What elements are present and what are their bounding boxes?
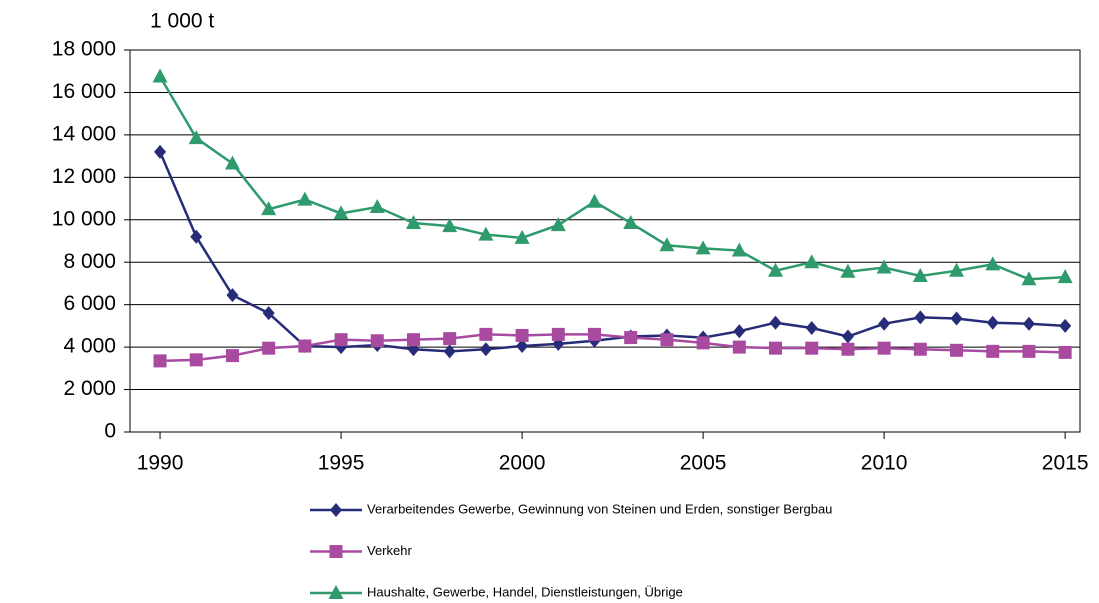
x-tick-label: 2005 bbox=[680, 452, 727, 475]
y-tick-label: 12 000 bbox=[52, 165, 116, 188]
marker bbox=[224, 155, 240, 170]
x-tick-label: 1990 bbox=[137, 452, 184, 475]
y-tick-label: 2 000 bbox=[63, 377, 116, 400]
marker bbox=[695, 240, 711, 255]
marker bbox=[226, 288, 239, 303]
marker bbox=[914, 310, 927, 325]
marker bbox=[189, 353, 203, 367]
marker bbox=[514, 229, 530, 244]
marker bbox=[1022, 316, 1035, 331]
legend-marker bbox=[329, 545, 343, 558]
y-tick-label: 8 000 bbox=[63, 250, 116, 273]
marker bbox=[405, 214, 421, 229]
marker bbox=[153, 354, 167, 368]
plot-frame bbox=[129, 49, 1081, 433]
marker bbox=[478, 226, 494, 241]
legend-label: Verarbeitendes Gewerbe, Gewinnung von St… bbox=[367, 501, 832, 516]
marker bbox=[659, 237, 675, 252]
series-line bbox=[158, 75, 1066, 281]
marker bbox=[551, 327, 565, 341]
y-tick-label: 14 000 bbox=[52, 122, 116, 145]
marker bbox=[840, 263, 856, 278]
marker bbox=[1022, 344, 1036, 358]
marker bbox=[949, 262, 965, 277]
marker bbox=[805, 341, 819, 355]
x-tick-label: 2010 bbox=[861, 452, 908, 475]
marker bbox=[733, 324, 746, 339]
marker bbox=[443, 344, 456, 359]
legend-label: Verkehr bbox=[367, 543, 412, 558]
marker bbox=[262, 341, 276, 355]
marker bbox=[876, 259, 892, 274]
marker bbox=[986, 344, 1000, 358]
marker bbox=[912, 268, 928, 283]
marker bbox=[369, 199, 385, 214]
legend-label: Haushalte, Gewerbe, Handel, Dienstleistu… bbox=[367, 584, 683, 599]
marker bbox=[732, 340, 746, 354]
x-tick-label: 1995 bbox=[318, 452, 365, 475]
y-tick-label: 4 000 bbox=[63, 335, 116, 358]
marker bbox=[769, 341, 783, 355]
legend-marker bbox=[328, 585, 344, 599]
marker bbox=[804, 254, 820, 269]
marker bbox=[950, 343, 964, 357]
marker bbox=[986, 315, 999, 330]
marker bbox=[731, 242, 747, 257]
marker bbox=[769, 315, 782, 330]
marker bbox=[188, 130, 204, 145]
marker bbox=[261, 201, 277, 216]
marker bbox=[333, 205, 349, 220]
marker bbox=[696, 336, 710, 350]
marker bbox=[443, 332, 457, 346]
marker bbox=[334, 333, 348, 347]
marker bbox=[841, 329, 854, 344]
marker bbox=[1058, 345, 1072, 359]
marker bbox=[225, 349, 239, 363]
marker bbox=[877, 341, 891, 355]
marker bbox=[1021, 271, 1037, 286]
marker bbox=[950, 311, 963, 326]
marker bbox=[152, 68, 168, 83]
y-tick-label: 6 000 bbox=[63, 292, 116, 315]
marker bbox=[515, 328, 529, 342]
series-line bbox=[158, 151, 1066, 353]
marker bbox=[479, 342, 492, 357]
marker bbox=[550, 217, 566, 232]
marker bbox=[298, 339, 312, 353]
marker bbox=[154, 144, 167, 159]
x-tick-label: 2015 bbox=[1042, 452, 1089, 475]
unit-label: 1 000 t bbox=[150, 10, 214, 33]
marker bbox=[516, 339, 529, 354]
marker bbox=[588, 327, 602, 341]
marker bbox=[878, 316, 891, 331]
marker bbox=[406, 333, 420, 347]
marker bbox=[913, 342, 927, 356]
marker bbox=[587, 193, 603, 208]
marker bbox=[297, 191, 313, 206]
marker bbox=[768, 262, 784, 277]
marker bbox=[262, 306, 275, 321]
marker bbox=[442, 218, 458, 233]
marker bbox=[1057, 269, 1073, 284]
marker bbox=[479, 327, 493, 341]
y-tick-label: 0 bbox=[104, 420, 116, 443]
y-tick-label: 18 000 bbox=[52, 38, 116, 61]
y-tick-label: 16 000 bbox=[52, 80, 116, 103]
y-tick-label: 10 000 bbox=[52, 207, 116, 230]
marker bbox=[805, 321, 818, 336]
marker bbox=[660, 333, 674, 347]
marker bbox=[841, 342, 855, 356]
marker bbox=[985, 256, 1001, 271]
marker bbox=[1059, 318, 1072, 333]
marker bbox=[190, 229, 203, 244]
marker bbox=[624, 331, 638, 345]
legend-marker bbox=[330, 503, 342, 517]
marker bbox=[370, 334, 384, 348]
marker bbox=[623, 214, 639, 229]
x-tick-label: 2000 bbox=[499, 452, 546, 475]
